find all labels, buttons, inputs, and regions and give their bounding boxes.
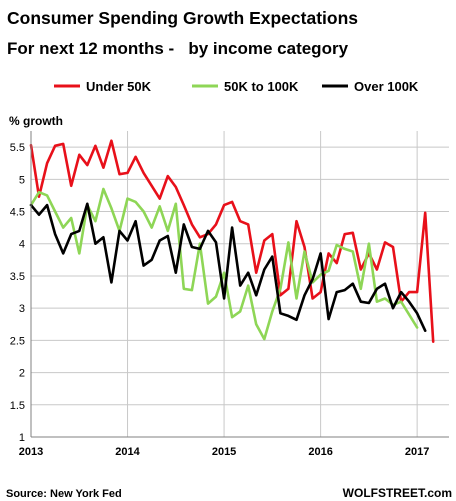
x-tick-labels: 2013 2014 2015 2016 2017: [19, 446, 430, 458]
legend-label-50k-to-100k: 50K to 100K: [224, 79, 299, 94]
series-line-50k-to-100k: [29, 187, 419, 341]
y-tick-label: 2.5: [10, 335, 25, 347]
x-tick-label: 2014: [115, 446, 140, 458]
chart-title: Consumer Spending Growth Expectations: [7, 8, 358, 28]
x-tick-label: 2015: [212, 446, 236, 458]
legend-label-under-50k: Under 50K: [86, 79, 152, 94]
source-label: Source: New York Fed: [6, 488, 122, 500]
y-tick-labels: 1 1.5 2 2.5 3 3.5 4 4.5 5 5.5: [10, 142, 25, 444]
legend: Under 50K 50K to 100K Over 100K: [54, 79, 419, 94]
y-tick-label: 1: [19, 432, 25, 444]
y-tick-label: 5: [19, 174, 25, 186]
legend-label-over-100k: Over 100K: [354, 79, 419, 94]
x-tick-label: 2016: [308, 446, 332, 458]
plot-area: [29, 131, 449, 438]
y-tick-label: 5.5: [10, 142, 25, 154]
chart-subtitle: For next 12 months - by income category: [7, 39, 349, 58]
x-tick-label: 2017: [405, 446, 429, 458]
series-line-over-100k: [29, 202, 427, 332]
y-axis-label: % growth: [9, 114, 63, 128]
y-tick-label: 3: [19, 303, 25, 315]
y-tick-label: 1.5: [10, 400, 25, 412]
series-lines: [29, 139, 435, 343]
watermark-label: WOLFSTREET.com: [343, 486, 452, 500]
y-tick-label: 4.5: [10, 207, 25, 219]
axis-frame: [30, 131, 449, 438]
y-tick-label: 4: [19, 239, 25, 251]
y-tick-label: 3.5: [10, 271, 25, 283]
y-tick-label: 2: [19, 368, 25, 380]
x-tick-label: 2013: [19, 446, 43, 458]
